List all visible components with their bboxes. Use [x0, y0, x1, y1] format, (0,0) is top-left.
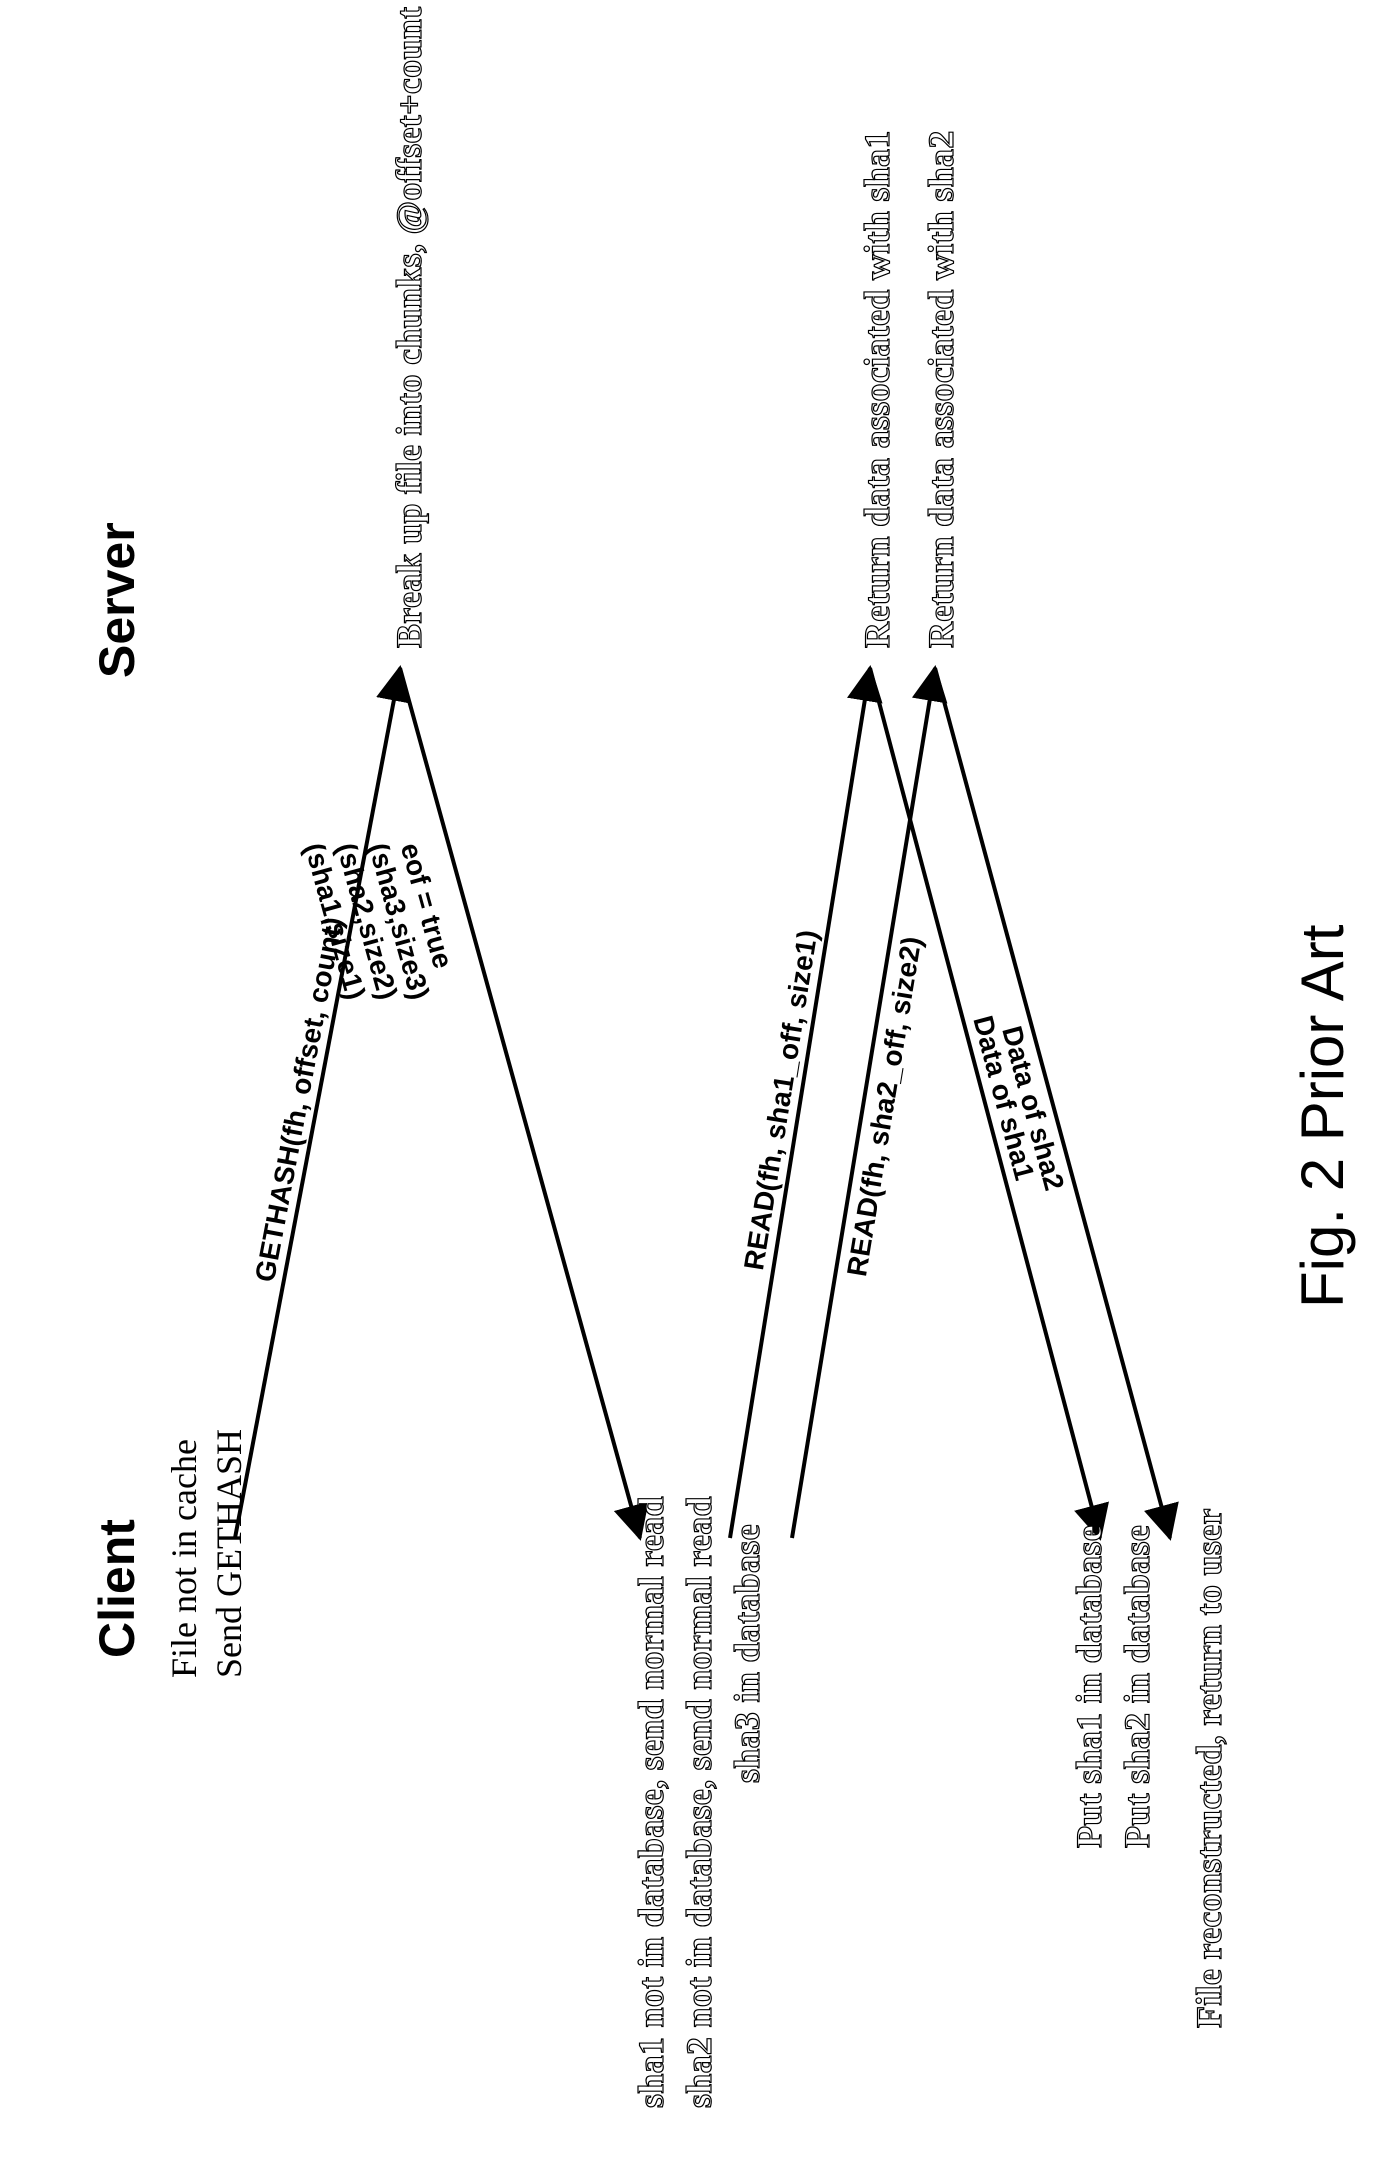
- arrow-a5: [870, 668, 1100, 1538]
- client-evt-1: File not in cache: [165, 1439, 205, 1678]
- client-evt-2: Send GETHASH: [210, 1429, 250, 1678]
- arrow-a3: [730, 668, 870, 1538]
- server-evt-2: Return data associated with sha1: [858, 130, 898, 648]
- arrow-a6: [935, 668, 1170, 1538]
- client-evt-7: Put sha2 in database: [1118, 1525, 1158, 1848]
- arrow-a2: [400, 668, 640, 1538]
- server-evt-1: Break up file into chunks, @offset+count: [390, 7, 430, 648]
- client-evt-6: Put sha1 in database: [1070, 1525, 1110, 1848]
- arrow-a1: [235, 668, 400, 1538]
- arrow-a4: [792, 668, 935, 1538]
- server-evt-3: Return data associated with sha2: [922, 130, 962, 648]
- client-evt-8: File reconstructed, return to user: [1190, 1508, 1230, 2028]
- client-heading: Client: [90, 1519, 145, 1658]
- diagram-stage: Client Server File not in cache Send GET…: [0, 0, 1396, 2178]
- client-evt-3: sha1 not in database, send normal read: [632, 1496, 672, 2108]
- server-heading: Server: [90, 522, 145, 678]
- figure-caption: Fig. 2 Prior Art: [1290, 925, 1356, 1308]
- client-evt-5: sha3 in database: [728, 1524, 768, 1783]
- client-evt-4: sha2 not in database, send normal read: [680, 1496, 720, 2108]
